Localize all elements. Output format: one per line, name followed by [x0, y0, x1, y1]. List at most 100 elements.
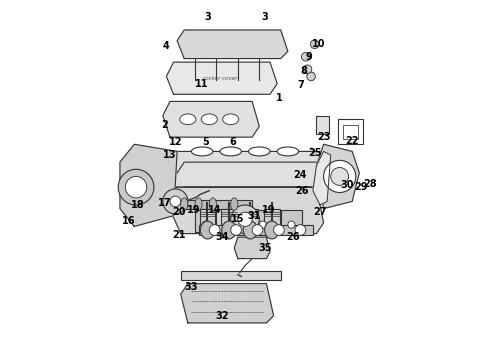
Text: 25: 25: [308, 148, 321, 158]
Text: 2: 2: [161, 120, 168, 130]
Ellipse shape: [195, 198, 202, 210]
Bar: [199, 208, 215, 230]
Bar: [223, 210, 245, 232]
Text: 12: 12: [169, 138, 182, 148]
Circle shape: [231, 225, 242, 235]
Bar: [173, 200, 252, 208]
Text: 23: 23: [317, 132, 330, 142]
Circle shape: [238, 212, 252, 226]
Polygon shape: [167, 152, 331, 187]
Ellipse shape: [222, 114, 239, 125]
Text: 26: 26: [287, 232, 300, 242]
Bar: [343, 125, 358, 139]
Circle shape: [170, 196, 181, 207]
Polygon shape: [313, 152, 331, 205]
Text: 8: 8: [300, 66, 307, 76]
Ellipse shape: [265, 221, 279, 239]
Circle shape: [310, 40, 319, 49]
Polygon shape: [177, 30, 288, 59]
Text: 11: 11: [196, 78, 209, 89]
Circle shape: [303, 65, 312, 73]
Polygon shape: [163, 102, 259, 137]
Circle shape: [163, 189, 188, 214]
Ellipse shape: [192, 147, 213, 156]
Bar: [243, 208, 258, 230]
Text: 30: 30: [340, 180, 354, 190]
Text: 5: 5: [202, 138, 209, 148]
Text: 20: 20: [172, 207, 186, 217]
Bar: [264, 208, 280, 230]
Text: 31: 31: [247, 211, 261, 221]
Polygon shape: [167, 187, 323, 234]
Ellipse shape: [222, 221, 236, 239]
Text: 27: 27: [313, 207, 327, 217]
Ellipse shape: [201, 114, 218, 125]
Circle shape: [331, 167, 348, 185]
Bar: [198, 225, 313, 235]
Circle shape: [209, 225, 220, 235]
Text: 1: 1: [275, 93, 282, 103]
Text: 9: 9: [306, 52, 313, 62]
Text: 4: 4: [163, 41, 170, 51]
Ellipse shape: [243, 221, 258, 239]
Text: 29: 29: [354, 182, 368, 192]
Bar: [317, 116, 329, 134]
Circle shape: [288, 221, 295, 228]
Ellipse shape: [200, 221, 215, 239]
Ellipse shape: [248, 147, 270, 156]
Text: 32: 32: [215, 311, 228, 321]
Text: 18: 18: [131, 200, 145, 210]
Circle shape: [231, 221, 238, 228]
Text: 17: 17: [158, 198, 172, 208]
Text: 3: 3: [204, 13, 211, 22]
Polygon shape: [181, 284, 273, 323]
Text: 10: 10: [312, 39, 325, 49]
Polygon shape: [167, 62, 277, 94]
Text: 7: 7: [297, 80, 304, 90]
Text: 6: 6: [229, 138, 236, 148]
Circle shape: [259, 221, 267, 228]
Text: 19: 19: [262, 205, 275, 215]
Circle shape: [118, 169, 154, 205]
Text: 34: 34: [215, 232, 228, 242]
Polygon shape: [234, 237, 270, 258]
Text: 35: 35: [258, 243, 271, 253]
Text: 3: 3: [261, 13, 268, 22]
Text: 16: 16: [122, 216, 136, 226]
Text: 19: 19: [187, 205, 200, 215]
Text: 13: 13: [163, 150, 177, 160]
Text: 14: 14: [208, 205, 221, 215]
Circle shape: [252, 225, 263, 235]
Circle shape: [231, 205, 259, 234]
Text: 24: 24: [294, 170, 307, 180]
Bar: [281, 210, 302, 232]
Circle shape: [125, 176, 147, 198]
Polygon shape: [317, 144, 359, 208]
Bar: [221, 208, 237, 230]
Ellipse shape: [180, 114, 196, 125]
Text: 28: 28: [363, 179, 377, 189]
Text: 33: 33: [185, 282, 198, 292]
Bar: [338, 119, 363, 144]
Ellipse shape: [277, 147, 298, 156]
Ellipse shape: [209, 198, 217, 210]
Text: 22: 22: [345, 136, 359, 146]
Ellipse shape: [220, 147, 242, 156]
Bar: [195, 210, 217, 232]
Circle shape: [202, 221, 209, 228]
Polygon shape: [120, 144, 177, 226]
Circle shape: [295, 225, 306, 235]
Circle shape: [307, 72, 316, 81]
Circle shape: [301, 53, 310, 61]
Ellipse shape: [181, 198, 188, 210]
Bar: [252, 210, 273, 232]
Circle shape: [323, 160, 356, 193]
Ellipse shape: [231, 198, 238, 210]
Polygon shape: [177, 162, 323, 187]
Bar: [181, 271, 281, 280]
Text: 15: 15: [231, 214, 245, 224]
Text: 26: 26: [295, 186, 309, 196]
Text: rocker cover: rocker cover: [203, 76, 237, 81]
Circle shape: [273, 225, 284, 235]
Text: 21: 21: [172, 230, 186, 240]
